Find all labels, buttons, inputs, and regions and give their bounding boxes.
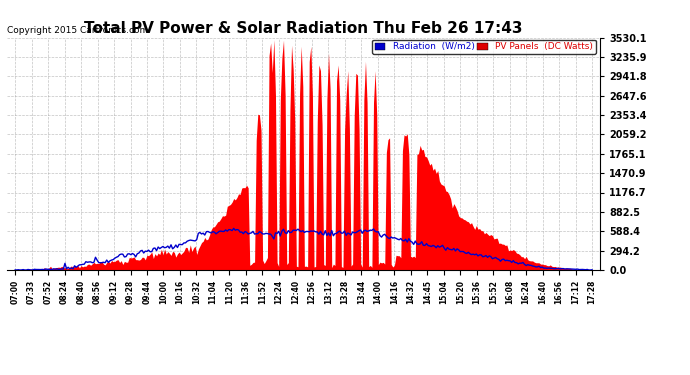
- Title: Total PV Power & Solar Radiation Thu Feb 26 17:43: Total PV Power & Solar Radiation Thu Feb…: [84, 21, 523, 36]
- Legend: Radiation  (W/m2), PV Panels  (DC Watts): Radiation (W/m2), PV Panels (DC Watts): [372, 40, 595, 54]
- Text: Copyright 2015 Cartronics.com: Copyright 2015 Cartronics.com: [7, 26, 148, 35]
